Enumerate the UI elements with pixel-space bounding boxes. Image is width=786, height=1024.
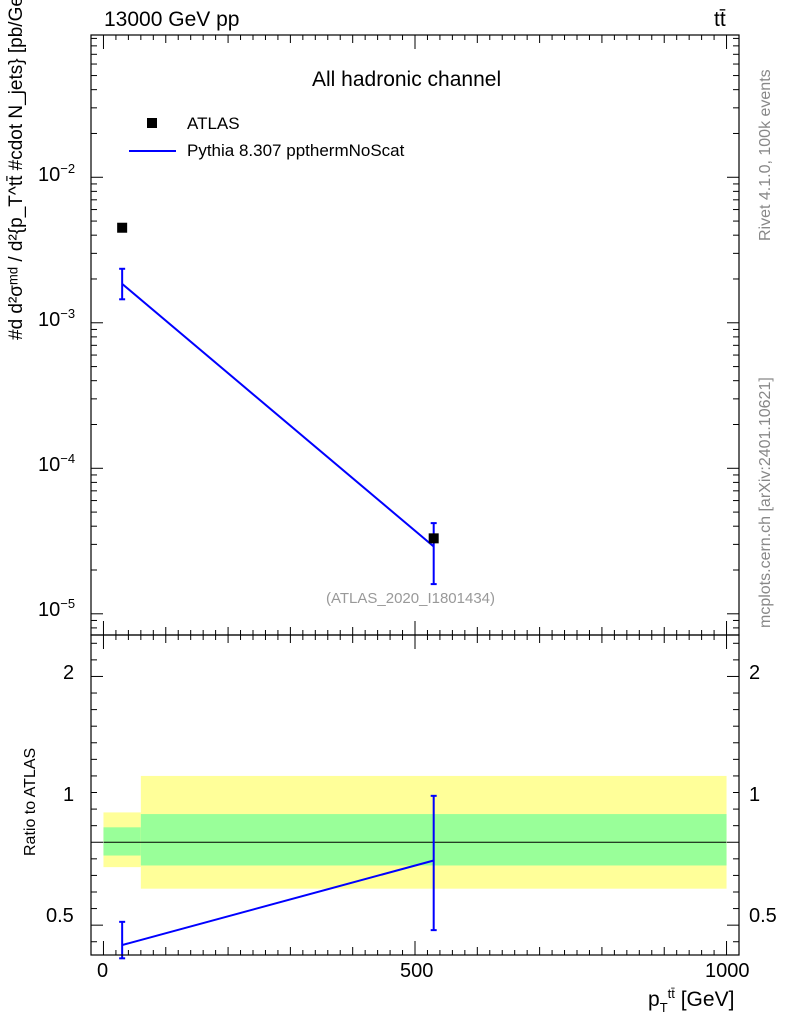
y-tick-label-main-1e-5: 10−5: [38, 596, 76, 621]
chart-title: All hadronic channel: [312, 68, 502, 91]
y-tick-label-main-1e-4: 10−4: [38, 451, 76, 476]
side-text-top: Rivet 4.1.0, 100k events: [757, 69, 774, 241]
ratio-pythia-line: [121, 859, 434, 947]
y-axis-label-main: #d d²σᵐᵈ / d²{p_T^tt̄ #cdot N_jets} [pb/…: [6, 0, 27, 340]
x-tick-label-500: 500: [400, 960, 434, 982]
side-text-bottom: mcplots.cern.ch [arXiv:2401.10621]: [757, 377, 774, 628]
y-tick-label-ratio-2-left: 2: [63, 662, 75, 684]
green-band-0: [103, 827, 141, 856]
atlas-point-0: [117, 222, 128, 233]
atlas-point-1: [428, 533, 439, 544]
legend-atlas-marker: [147, 118, 157, 128]
x-axis-label: pTtt̄ [GeV]: [648, 986, 735, 1015]
y-tick-label-ratio-2-right: 2: [749, 662, 761, 684]
x-tick-label-0: 0: [97, 960, 109, 982]
pythia-line: [121, 283, 435, 548]
main-series: [117, 222, 439, 586]
legend: [129, 118, 176, 152]
ratio-series: [119, 794, 437, 960]
y-axis-label-ratio: Ratio to ATLAS: [22, 747, 39, 856]
legend-pythia-label: Pythia 8.307 ppthermNoScat: [187, 141, 405, 160]
y-tick-label-main-1e-2: 10−2: [38, 161, 76, 186]
ratio-uncertainty-bands: [103, 775, 727, 889]
y-tick-label-ratio-0.5-left: 0.5: [46, 905, 74, 927]
header-right: tt̄: [714, 8, 726, 31]
x-tick-label-1000: 1000: [705, 960, 750, 982]
legend-atlas-label: ATLAS: [187, 114, 240, 133]
y-tick-label-ratio-0.5-right: 0.5: [749, 905, 777, 927]
axis-ticks: [91, 35, 739, 955]
y-tick-label-ratio-1-left: 1: [63, 784, 75, 806]
watermark: (ATLAS_2020_I1801434): [326, 590, 496, 607]
y-tick-label-main-1e-3: 10−3: [38, 306, 76, 331]
header-left: 13000 GeV pp: [104, 8, 240, 31]
y-tick-label-ratio-1-right: 1: [749, 784, 761, 806]
